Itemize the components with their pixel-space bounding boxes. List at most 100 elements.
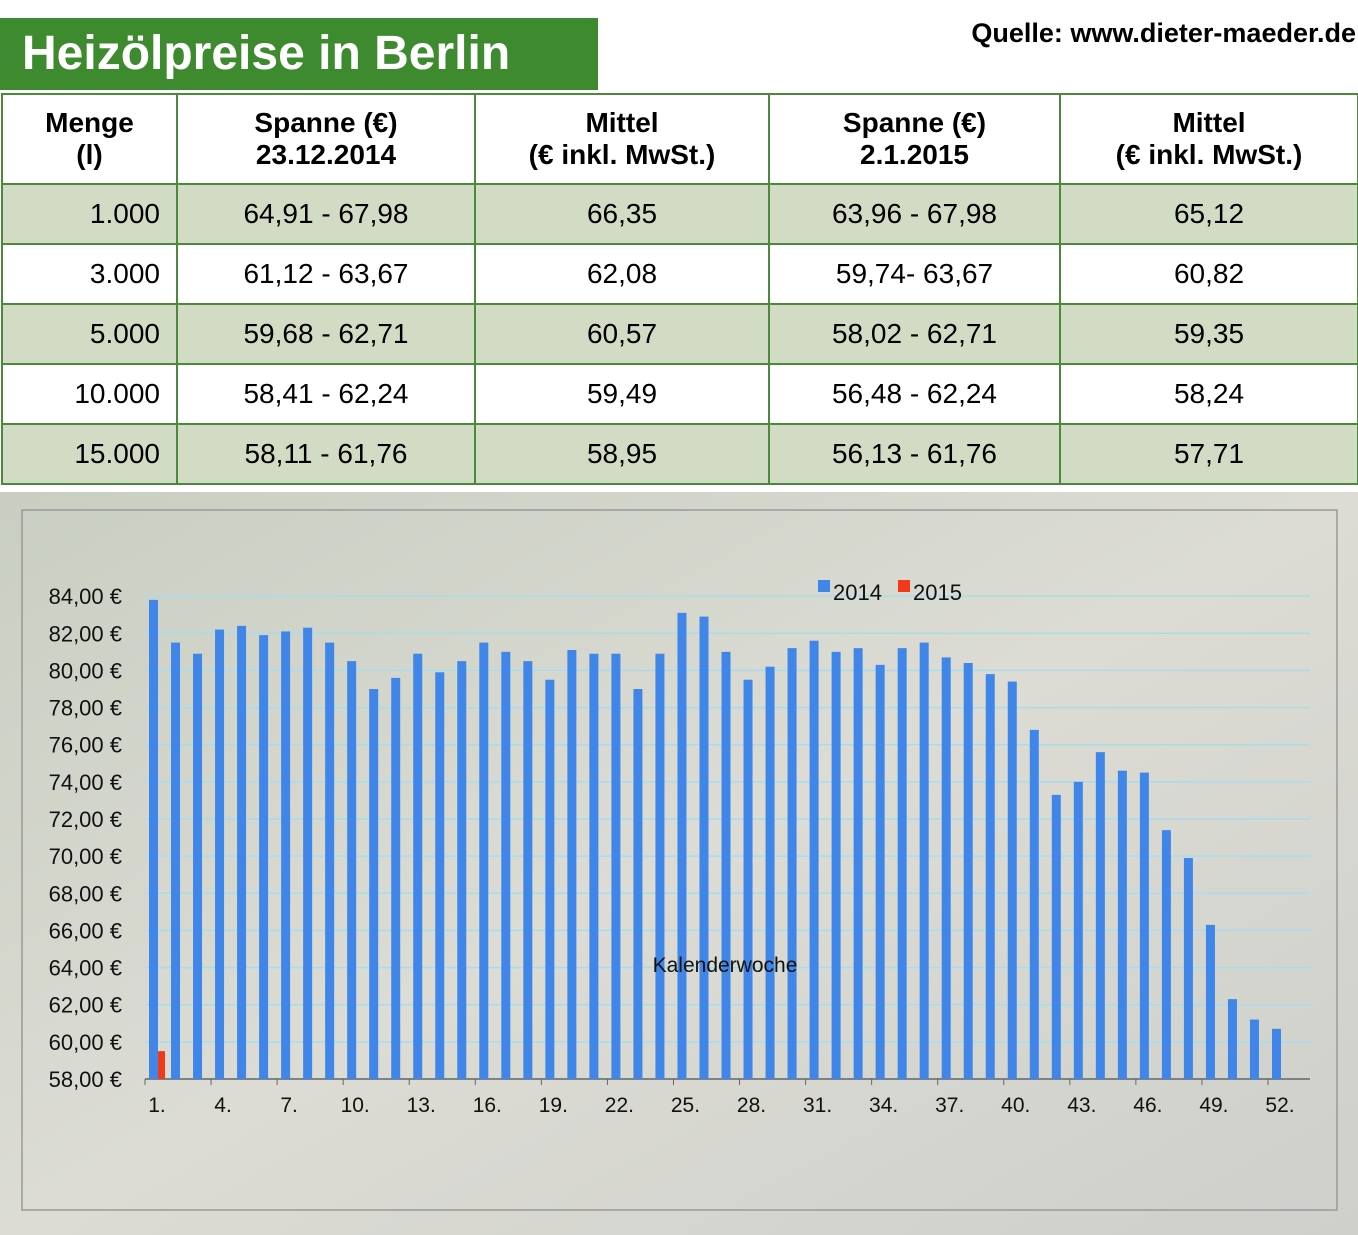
x-tick-label: 25.	[671, 1094, 700, 1117]
bar	[963, 663, 973, 1079]
y-tick-label: 64,00 €	[49, 956, 122, 981]
bar	[1205, 924, 1215, 1079]
header-line: 23.12.2014	[255, 139, 397, 170]
bar	[875, 664, 885, 1079]
x-tick-label: 46.	[1133, 1094, 1162, 1117]
table-cell: 58,95	[474, 423, 770, 485]
bar	[655, 653, 665, 1079]
header-row: Menge (l) Spanne (€) 23.12.2014 Mittel (€ ink…	[1, 93, 1358, 185]
header-line: Menge	[45, 107, 134, 138]
y-tick-label: 66,00 €	[49, 918, 122, 943]
bar	[1227, 999, 1237, 1079]
table-cell: 60,57	[474, 303, 770, 365]
bar	[1161, 830, 1171, 1079]
x-tick-label: 31.	[803, 1094, 832, 1117]
chart-frame	[21, 509, 1338, 1211]
bar	[501, 651, 511, 1079]
table-cell: 59,49	[474, 363, 770, 425]
y-tick-label: 84,00 €	[49, 584, 122, 609]
bar	[743, 679, 753, 1079]
x-tick-label: 28.	[737, 1094, 766, 1117]
table-cell: 57,71	[1059, 423, 1358, 485]
x-tick-label: 16.	[473, 1094, 502, 1117]
bar	[545, 679, 555, 1079]
table-cell: 61,12 - 63,67	[176, 243, 476, 305]
table-cell: 63,96 - 67,98	[768, 183, 1061, 245]
header-line: Mittel	[585, 107, 659, 138]
x-tick-label: 1.	[148, 1094, 166, 1117]
x-tick-label: 22.	[605, 1094, 634, 1117]
x-tick-label: 13.	[407, 1094, 436, 1117]
bar	[699, 616, 709, 1079]
bar	[1073, 781, 1083, 1079]
bar	[941, 657, 951, 1079]
legend-label: 2014	[833, 580, 882, 605]
bar	[897, 648, 907, 1079]
table-cell: 5.000	[1, 303, 178, 365]
bar	[1117, 770, 1127, 1079]
bar	[193, 653, 203, 1079]
bar	[347, 661, 357, 1079]
bar	[435, 672, 445, 1079]
header-cell: Mittel (€ inkl. MwSt.)	[1059, 93, 1358, 185]
header-line: Spanne (€)	[254, 107, 398, 138]
table-cell: 56,48 - 62,24	[768, 363, 1061, 425]
bar	[457, 661, 467, 1079]
table-cell: 58,11 - 61,76	[176, 423, 476, 485]
legend-label: 2015	[913, 580, 962, 605]
bar	[1139, 772, 1149, 1079]
header-line: (€ inkl. MwSt.)	[528, 139, 716, 170]
legend-swatch	[898, 580, 910, 592]
table-row: 15.000 58,11 - 61,76 58,95 56,13 - 61,76 57,…	[1, 423, 1358, 485]
table-cell: 59,74- 63,67	[768, 243, 1061, 305]
table-cell: 59,68 - 62,71	[176, 303, 476, 365]
bar	[809, 640, 819, 1079]
table-row: 10.000 58,41 - 62,24 59,49 56,48 - 62,24 58,…	[1, 363, 1358, 425]
y-tick-label: 70,00 €	[49, 844, 122, 869]
bar	[831, 651, 841, 1079]
bar	[611, 653, 621, 1079]
bar	[765, 666, 775, 1079]
header-cell: Menge (l)	[1, 93, 178, 185]
header-cell: Spanne (€) 23.12.2014	[176, 93, 476, 185]
x-tick-label: 19.	[539, 1094, 568, 1117]
table-cell: 64,91 - 67,98	[176, 183, 476, 245]
table-cell: 10.000	[1, 363, 178, 425]
x-tick-label: 43.	[1067, 1094, 1096, 1117]
bar	[237, 625, 247, 1079]
bar	[523, 661, 533, 1079]
legend-swatch	[818, 580, 830, 592]
table-cell: 58,24	[1059, 363, 1358, 425]
header-line: Mittel	[1172, 107, 1246, 138]
table-cell: 60,82	[1059, 243, 1358, 305]
bar	[303, 627, 313, 1079]
table-cell: 58,02 - 62,71	[768, 303, 1061, 365]
bar	[325, 642, 335, 1079]
bar	[369, 689, 379, 1079]
bar	[281, 631, 291, 1079]
bar	[149, 599, 158, 1079]
bar	[919, 642, 929, 1079]
bar	[259, 635, 269, 1079]
bar	[1007, 681, 1017, 1079]
y-tick-label: 80,00 €	[49, 658, 122, 683]
bar	[1272, 1028, 1281, 1079]
table-row: 5.000 59,68 - 62,71 60,57 58,02 - 62,71 59,3…	[1, 303, 1358, 365]
bar	[1183, 858, 1193, 1079]
header-line: 2.1.2015	[860, 139, 969, 170]
table-cell: 59,35	[1059, 303, 1358, 365]
y-tick-label: 76,00 €	[49, 733, 122, 758]
bar	[1051, 794, 1061, 1079]
table-row: 3.000 61,12 - 63,67 62,08 59,74- 63,67 60,82	[1, 243, 1358, 305]
bar	[215, 629, 225, 1079]
table-cell: 65,12	[1059, 183, 1358, 245]
table-cell: 62,08	[474, 243, 770, 305]
bar	[633, 689, 643, 1079]
bar	[1095, 752, 1105, 1079]
chart: 58,00 € 60,00 € 62,00 € 64,00 € 66,00 € 68,00…	[0, 492, 1358, 1235]
table-cell: 3.000	[1, 243, 178, 305]
bar	[787, 648, 797, 1079]
x-tick-label: 37.	[935, 1094, 964, 1117]
table-cell: 1.000	[1, 183, 178, 245]
